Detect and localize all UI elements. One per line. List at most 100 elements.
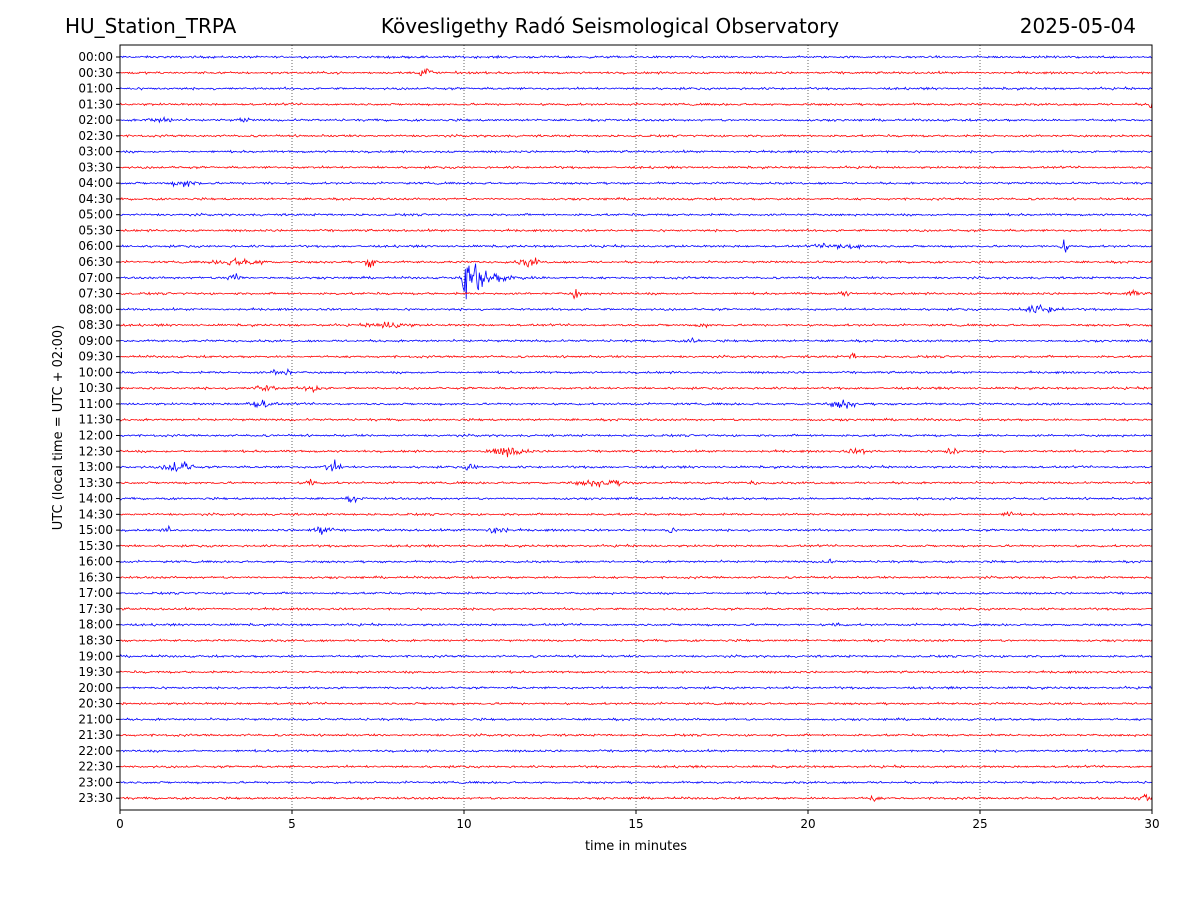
y-tick-label: 10:30 [78,381,113,395]
y-axis-label: UTC (local time = UTC + 02:00) [51,325,66,530]
trace-line [119,524,1153,535]
y-tick-label: 08:00 [78,302,113,316]
trace-line [119,367,1153,376]
trace-line [119,149,1153,154]
trace-line [119,433,1153,438]
y-tick-label: 17:30 [78,602,113,616]
y-tick-label: 09:00 [78,334,113,348]
y-tick-label: 11:00 [78,397,113,411]
y-tick-label: 20:30 [78,697,113,711]
y-tick-label: 23:00 [78,775,113,789]
y-tick-label: 09:30 [78,350,113,364]
trace-line [119,748,1153,754]
trace-line [119,102,1153,109]
trace-line [119,165,1153,170]
trace-line [119,337,1153,343]
y-tick-label: 16:30 [78,570,113,584]
y-tick-label: 02:00 [78,113,113,127]
trace-line [119,115,1153,124]
trace-line [119,446,1153,458]
trace-line [119,417,1153,422]
trace-line [119,793,1153,803]
trace-line [119,352,1152,360]
x-tick-label: 15 [628,817,643,831]
x-tick-label: 10 [456,817,471,831]
y-tick-label: 21:00 [78,712,113,726]
y-tick-label: 14:30 [78,507,113,521]
y-tick-label: 19:30 [78,665,113,679]
trace-line [119,669,1153,675]
y-tick-label: 01:30 [78,97,113,111]
trace-line [119,764,1153,769]
y-tick-label: 06:00 [78,239,113,253]
trace-line [119,733,1153,738]
y-tick-label: 12:00 [78,428,113,442]
x-tick-label: 5 [288,817,296,831]
y-tick-label: 00:00 [78,50,113,64]
trace-line [119,86,1153,91]
trace-line [119,288,1153,300]
x-axis-ticks: 0 5 10 15 20 25 30 [116,810,1160,831]
trace-line [119,303,1153,314]
trace-line [119,384,1153,394]
y-tick-label: 07:30 [78,287,113,301]
x-tick-label: 30 [1144,817,1159,831]
trace-line [119,133,1153,139]
trace-line [119,685,1153,691]
y-tick-label: 20:00 [78,681,113,695]
y-tick-label: 05:30 [78,223,113,237]
trace-line [119,399,1153,409]
x-tick-label: 0 [116,817,124,831]
x-tick-label: 25 [972,817,987,831]
trace-line [119,621,1153,628]
trace-line [119,478,1152,488]
station-name: HU_Station_TRPA [65,14,237,38]
x-gridlines [291,45,981,810]
trace-line [119,459,1153,473]
y-tick-label: 22:00 [78,744,113,758]
trace-line [119,654,1153,659]
trace-line [119,510,1153,517]
observatory-title: Kövesligethy Radó Seismological Observat… [380,14,840,38]
seismic-traces [119,54,1153,803]
trace-line [119,228,1153,233]
trace-line [119,196,1153,202]
y-tick-label: 05:00 [78,208,113,222]
y-tick-label: 10:00 [78,365,113,379]
trace-line [119,256,1153,268]
trace-line [119,212,1153,217]
trace-line [119,575,1152,580]
trace-line [119,239,1153,253]
trace-line [119,558,1153,564]
y-tick-label: 18:30 [78,633,113,647]
trace-line [119,717,1153,722]
trace-line [119,543,1153,549]
y-tick-label: 15:00 [78,523,113,537]
y-tick-label: 11:30 [78,413,113,427]
y-tick-label: 21:30 [78,728,113,742]
y-tick-label: 18:00 [78,618,113,632]
y-tick-label: 08:30 [78,318,113,332]
y-tick-label: 12:30 [78,444,113,458]
y-tick-label: 04:30 [78,192,113,206]
y-tick-label: 04:00 [78,176,113,190]
trace-line [119,263,1152,300]
trace-line [119,591,1153,596]
trace-line [120,180,1153,188]
trace-line [119,780,1153,785]
y-tick-label: 07:00 [78,271,113,285]
trace-line [119,54,1153,60]
trace-line [119,701,1153,706]
trace-line [119,321,1153,329]
y-tick-label: 13:30 [78,476,113,490]
y-tick-label: 00:30 [78,66,113,80]
y-tick-label: 13:00 [78,460,113,474]
trace-line [119,495,1153,504]
y-tick-label: 15:30 [78,539,113,553]
y-tick-label: 03:30 [78,160,113,174]
y-tick-label: 23:30 [78,791,113,805]
x-tick-label: 20 [800,817,815,831]
y-tick-label: 02:30 [78,129,113,143]
